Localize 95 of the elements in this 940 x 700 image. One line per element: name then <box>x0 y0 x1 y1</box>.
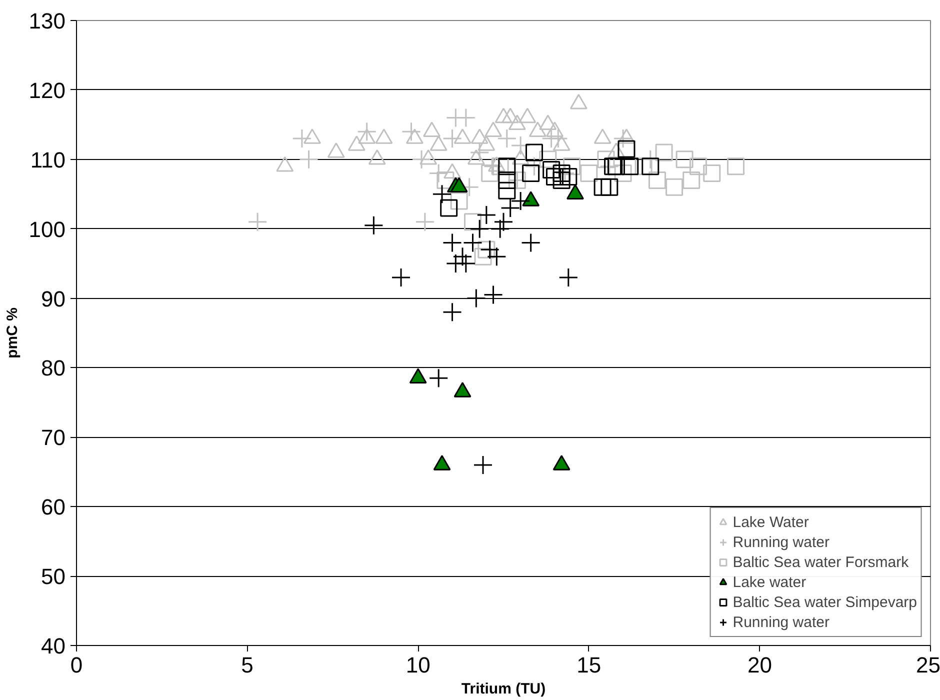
point <box>689 158 707 176</box>
point <box>682 171 700 189</box>
legend-label: Running water <box>732 534 830 550</box>
point <box>440 199 458 217</box>
x-tick-label: 25 <box>916 652 940 678</box>
point <box>510 136 530 156</box>
point <box>463 232 483 252</box>
legend-label: Running water <box>732 614 830 630</box>
y-tick-label: 80 <box>41 356 66 381</box>
point <box>474 248 492 266</box>
point <box>412 150 432 170</box>
point <box>481 164 499 182</box>
point <box>498 158 516 176</box>
legend-label: Baltic Sea water Simpevarp <box>732 594 917 610</box>
point <box>542 161 560 179</box>
point <box>473 455 493 475</box>
point <box>614 164 632 182</box>
point <box>648 171 666 189</box>
point <box>494 212 514 232</box>
point <box>357 122 377 142</box>
point <box>432 184 452 204</box>
y-tick-label: 110 <box>30 147 66 172</box>
point <box>292 128 312 148</box>
y-tick-label: 40 <box>41 634 66 658</box>
point <box>498 171 516 189</box>
point <box>618 140 636 158</box>
legend-label: Lake Water <box>732 514 809 530</box>
point <box>391 268 411 288</box>
point <box>428 368 448 388</box>
point <box>597 150 615 168</box>
point <box>450 192 468 210</box>
x-tick-label: 0 <box>70 652 83 678</box>
point <box>428 164 448 184</box>
point <box>676 150 694 168</box>
point <box>666 178 684 196</box>
point <box>552 164 570 182</box>
point <box>613 128 633 148</box>
point <box>580 164 598 182</box>
x-tick-label: 10 <box>406 652 430 678</box>
y-tick-label: 130 <box>28 8 66 34</box>
y-tick-label: 60 <box>41 494 66 520</box>
point <box>299 150 319 170</box>
point <box>466 288 486 308</box>
point <box>470 219 490 239</box>
point <box>655 144 673 162</box>
point <box>558 268 578 288</box>
point <box>470 142 490 162</box>
point <box>464 213 482 231</box>
point <box>442 128 462 148</box>
point <box>594 178 612 196</box>
point <box>364 216 384 236</box>
x-tick-label: 5 <box>241 652 254 678</box>
point <box>552 171 570 189</box>
x-axis-title: Tritium (TU) <box>461 680 546 698</box>
point <box>486 246 506 266</box>
legend-label: Lake water <box>732 574 806 590</box>
point <box>480 240 500 260</box>
y-tick-label: 90 <box>41 286 66 312</box>
point <box>621 158 639 176</box>
point <box>640 150 660 170</box>
point <box>727 158 745 176</box>
point <box>476 205 496 225</box>
point <box>456 254 476 274</box>
point <box>607 158 625 176</box>
point <box>560 168 578 186</box>
point <box>402 122 422 142</box>
point <box>442 232 462 252</box>
point <box>546 168 564 186</box>
point <box>490 219 510 239</box>
point <box>415 212 435 232</box>
point <box>478 240 496 258</box>
point <box>484 285 503 305</box>
point <box>604 158 622 176</box>
point <box>539 150 557 168</box>
point <box>497 128 517 148</box>
point <box>521 232 541 252</box>
legend-label: Baltic Sea water Forsmark <box>732 554 909 570</box>
point <box>498 182 516 200</box>
point <box>642 158 660 176</box>
y-axis-title: pmC % <box>4 308 21 358</box>
point <box>524 156 544 176</box>
point <box>563 158 581 176</box>
point <box>548 128 568 148</box>
point <box>600 178 618 196</box>
x-tick-label: 20 <box>747 652 772 678</box>
x-tick-label: 15 <box>576 652 602 678</box>
point <box>525 144 543 162</box>
point <box>442 302 462 322</box>
point <box>436 171 454 189</box>
y-tick-label: 70 <box>41 425 66 450</box>
point <box>703 164 721 182</box>
y-tick-label: 120 <box>28 78 66 103</box>
y-tick-label: 50 <box>41 564 66 590</box>
point <box>248 212 268 232</box>
y-tick-label: 100 <box>28 216 66 242</box>
